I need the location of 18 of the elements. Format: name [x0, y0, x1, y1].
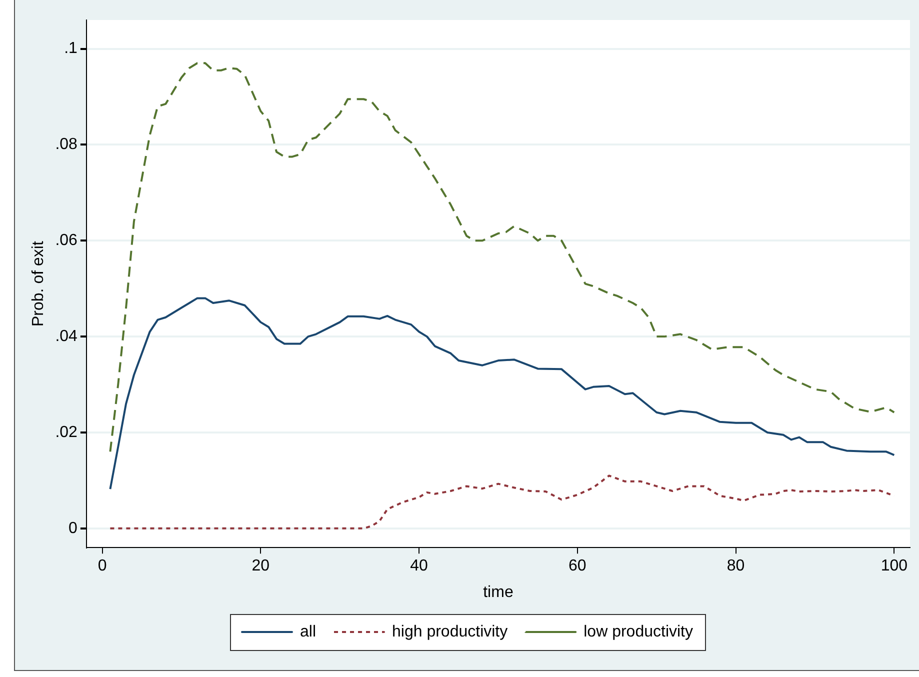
legend-label: all [300, 623, 316, 640]
x-tick-label: 40 [410, 558, 428, 575]
legend-label: low productivity [584, 623, 693, 640]
x-tick-label: 100 [880, 558, 908, 575]
y-tick-label: .08 [55, 136, 78, 154]
x-tick-label: 80 [726, 558, 745, 575]
legend-label: high productivity [392, 623, 508, 640]
y-tick-label: .06 [55, 232, 78, 250]
y-axis-title: Prob. of exit [30, 240, 48, 326]
x-tick-label: 60 [568, 558, 586, 575]
x-tick-label: 0 [98, 558, 107, 575]
y-tick-label: 0 [68, 520, 78, 537]
x-tick-label: 20 [252, 558, 270, 575]
y-tick-label: .1 [64, 40, 78, 58]
y-tick-label: .02 [55, 424, 78, 441]
y-tick-label: .04 [55, 328, 78, 345]
x-axis-title: time [483, 584, 514, 601]
line-series [109, 62, 896, 453]
